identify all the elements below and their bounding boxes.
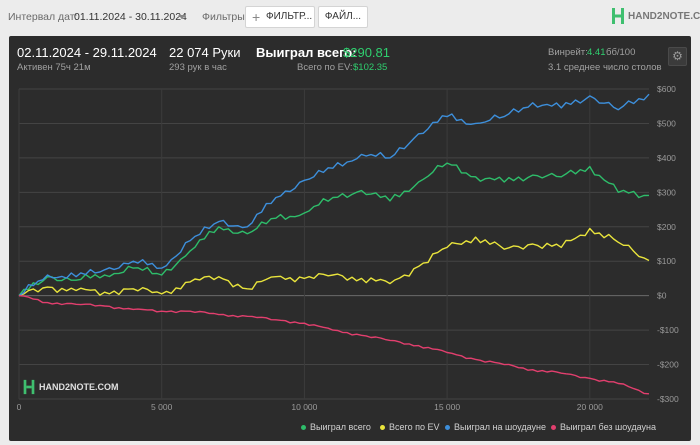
x-tick-label: 15 000 — [434, 402, 460, 412]
active-time: Активен 75ч 21м — [17, 62, 91, 73]
interval-select[interactable]: 01.11.2024 - 30.11.2024 — [74, 11, 187, 23]
chevron-down-icon[interactable] — [178, 15, 186, 19]
files-button[interactable]: ФАЙЛ... — [318, 6, 368, 28]
won-total-value: $290.81 — [343, 45, 390, 60]
tables-average: 3.1 среднее число столов — [548, 62, 662, 73]
legend-ev[interactable]: Всего по EV — [380, 422, 439, 432]
y-tick-label: $100 — [657, 256, 676, 266]
legend-dot-icon — [301, 425, 306, 431]
y-tick-label: $300 — [657, 187, 676, 197]
y-tick-label: $400 — [657, 153, 676, 163]
y-tick-label: $200 — [657, 222, 676, 232]
legend-showdown[interactable]: Выиграл на шоудауне — [445, 422, 546, 432]
interval-label: Интервал дат: — [8, 11, 78, 23]
legend-non-showdown[interactable]: Выиграл без шоудауна — [551, 422, 656, 432]
legend-dot-icon — [445, 425, 450, 431]
hands-count: 22 074 Руки — [169, 45, 241, 60]
y-tick-label: $600 — [657, 84, 676, 94]
legend-label: Выиграл на шоудауне — [454, 422, 546, 432]
x-tick-label: 0 — [17, 402, 22, 412]
ev-value: $102.35 — [353, 62, 388, 73]
y-tick-label: $0 — [657, 291, 667, 301]
profit-chart: $600 $500 $400 $300 $200 $100 $0 -$100 -$200 -$30… — [17, 84, 679, 412]
filter-button-label: ФИЛЬТР... — [266, 11, 313, 22]
filter-button[interactable]: + ФИЛЬТР... — [245, 6, 315, 28]
watermark-logo-icon — [23, 379, 35, 395]
legend-dot-icon — [551, 425, 556, 431]
series-line-3 — [18, 295, 650, 395]
legend-dot-icon — [380, 425, 385, 431]
ev-label: Всего по EV: — [297, 62, 353, 73]
winrate-unit: бб/100 — [606, 47, 636, 58]
series-line-1 — [18, 227, 650, 297]
winrate-value: 4.41 — [587, 47, 606, 58]
y-tick-label: -$300 — [657, 394, 679, 404]
legend-won-total[interactable]: Выиграл всего — [301, 422, 371, 432]
legend-label: Выиграл всего — [310, 422, 371, 432]
y-tick-label: -$100 — [657, 325, 679, 335]
x-tick-label: 20 000 — [577, 402, 603, 412]
series-line-0 — [18, 162, 650, 297]
x-tick-label: 5 000 — [151, 402, 173, 412]
graph-panel: $600 $500 $400 $300 $200 $100 $0 -$100 -$200 -$30… — [9, 36, 691, 441]
y-tick-label: -$200 — [657, 360, 679, 370]
hands-per-hour: 293 рук в час — [169, 62, 227, 73]
won-total-label: Выиграл всего: — [256, 45, 357, 60]
watermark-text: HAND2NOTE.COM — [39, 382, 119, 392]
logo-text: HAND2NOTE.COM — [628, 11, 700, 22]
plus-icon: + — [252, 9, 261, 25]
y-tick-label: $500 — [657, 118, 676, 128]
settings-gear-icon[interactable]: ⚙ — [668, 47, 687, 66]
winrate-label: Винрейт: — [548, 47, 588, 58]
date-range: 02.11.2024 - 29.11.2024 — [17, 45, 157, 60]
hand2note-logo-icon — [612, 8, 624, 24]
legend-label: Выиграл без шоудауна — [560, 422, 656, 432]
series-line-2 — [18, 93, 650, 297]
filters-label: Фильтры: — [202, 11, 248, 23]
legend-label: Всего по EV — [389, 422, 440, 432]
files-button-label: ФАЙЛ... — [324, 11, 362, 22]
x-tick-label: 10 000 — [291, 402, 317, 412]
toolbar: Интервал дат: 01.11.2024 - 30.11.2024 Фи… — [0, 0, 700, 34]
